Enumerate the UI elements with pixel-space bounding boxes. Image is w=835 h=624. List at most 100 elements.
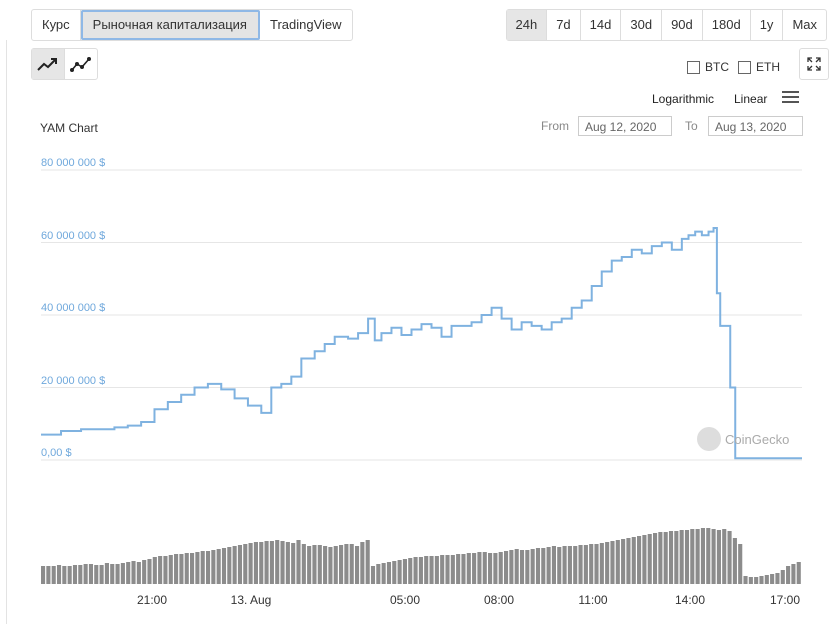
- volume-bar: [131, 561, 136, 584]
- y-tick-label: 60 000 000 $: [41, 230, 106, 242]
- volume-bar: [190, 553, 195, 584]
- volume-bar: [200, 551, 205, 584]
- volume-bar: [754, 577, 759, 584]
- logarithmic-toggle[interactable]: Logarithmic: [652, 92, 715, 106]
- line-chart-button[interactable]: [32, 49, 64, 79]
- volume-bar: [115, 564, 120, 584]
- volume-bar: [456, 554, 461, 584]
- volume-bar: [716, 530, 721, 584]
- tab-price[interactable]: Курс: [32, 10, 81, 40]
- volume-bar: [573, 546, 578, 584]
- points-chart-button[interactable]: [64, 49, 97, 79]
- volume-bar: [280, 541, 285, 584]
- volume-bar: [51, 566, 56, 584]
- volume-bar: [551, 546, 557, 584]
- y-tick-label: 80 000 000 $: [41, 157, 106, 169]
- from-date-input[interactable]: Aug 12, 2020: [578, 116, 672, 136]
- volume-bar: [195, 552, 200, 584]
- to-date-input[interactable]: Aug 13, 2020: [708, 116, 803, 136]
- volume-bar: [599, 543, 604, 584]
- volume-bar: [339, 545, 344, 584]
- btc-checkbox[interactable]: [687, 60, 700, 74]
- volume-bar: [488, 553, 493, 584]
- volume-bar: [227, 547, 232, 584]
- eth-checkbox[interactable]: [738, 60, 751, 74]
- linear-toggle[interactable]: Linear: [734, 92, 768, 106]
- tab-market-cap[interactable]: Рыночная капитализация: [80, 10, 260, 40]
- range-90d[interactable]: 90d: [662, 10, 703, 40]
- volume-bar: [168, 555, 173, 584]
- volume-bar: [589, 544, 594, 584]
- line-points-icon: [70, 57, 91, 72]
- volume-bar: [541, 548, 546, 584]
- volume-bar: [668, 531, 674, 584]
- volume-bar: [94, 565, 99, 584]
- volume-bar: [743, 576, 748, 584]
- y-tick-label: 40 000 000 $: [41, 302, 106, 314]
- volume-bar: [519, 550, 525, 584]
- tab-tradingview[interactable]: TradingView: [269, 17, 342, 32]
- volume-bar: [466, 553, 471, 584]
- volume-bar: [360, 542, 365, 584]
- volume-bar: [477, 552, 482, 584]
- volume-bar: [557, 547, 562, 584]
- volume-bar: [498, 552, 503, 584]
- volume-bar: [354, 546, 360, 584]
- volume-bar: [663, 532, 668, 584]
- compare-eth[interactable]: ETH: [738, 60, 780, 74]
- volume-bar: [253, 542, 258, 584]
- volume-bar: [344, 544, 349, 584]
- watermark-text: CoinGecko: [725, 431, 790, 447]
- compare-btc[interactable]: BTC: [687, 60, 729, 74]
- volume-bar: [56, 565, 62, 584]
- volume-bar: [205, 551, 211, 584]
- volume-bar: [770, 574, 775, 584]
- volume-bar: [174, 554, 179, 584]
- volume-bar: [142, 560, 147, 584]
- volume-bar: [99, 565, 104, 584]
- volume-bar: [323, 546, 328, 584]
- volume-bar: [658, 532, 663, 584]
- volume-bar: [780, 570, 785, 584]
- time-range-selector: 24h 7d 14d 30d 90d 180d 1y Max: [505, 9, 827, 41]
- volume-bar: [605, 542, 610, 584]
- range-180d[interactable]: 180d: [703, 10, 751, 40]
- trend-line-icon: [37, 58, 57, 71]
- x-tick-label: 05:00: [389, 593, 421, 607]
- volume-bar: [546, 547, 551, 584]
- volume-bar: [578, 545, 583, 584]
- range-24h[interactable]: 24h: [506, 10, 548, 40]
- volume-bar: [312, 545, 317, 584]
- volume-bar: [328, 547, 333, 584]
- coingecko-logo-icon: [697, 427, 721, 451]
- expand-icon: [807, 57, 821, 71]
- volume-bar: [408, 558, 413, 584]
- view-tabs: Курс Рыночная капитализация TradingView: [31, 9, 353, 41]
- volume-bar: [397, 560, 402, 584]
- volume-bar: [41, 566, 46, 584]
- fullscreen-button[interactable]: [799, 48, 829, 80]
- volume-bar: [679, 530, 684, 584]
- volume-bar: [700, 528, 706, 584]
- volume-bar: [307, 546, 312, 584]
- range-max[interactable]: Max: [792, 17, 817, 32]
- x-tick-label: 13. Aug: [230, 593, 272, 607]
- range-1y[interactable]: 1y: [751, 10, 784, 40]
- volume-bar: [509, 550, 514, 584]
- chart-menu-icon[interactable]: [782, 91, 799, 105]
- volume-bar: [285, 542, 290, 584]
- range-7d[interactable]: 7d: [547, 10, 581, 40]
- x-tick-label: 14:00: [674, 593, 706, 607]
- range-30d[interactable]: 30d: [621, 10, 663, 40]
- volume-bar: [152, 557, 157, 584]
- to-label: To: [685, 119, 698, 133]
- eth-label: ETH: [756, 60, 780, 74]
- volume-bar: [211, 550, 216, 584]
- volume-bar: [631, 537, 636, 584]
- volume-bar: [461, 554, 466, 584]
- range-14d[interactable]: 14d: [581, 10, 622, 40]
- volume-bar: [88, 564, 94, 584]
- volume-bar: [381, 563, 386, 584]
- volume-bar: [147, 559, 152, 584]
- volume-bar: [248, 543, 253, 584]
